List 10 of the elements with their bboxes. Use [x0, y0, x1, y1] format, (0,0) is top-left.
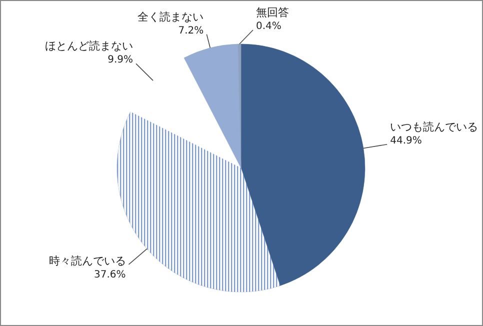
- slice-label: 全く読まない: [138, 10, 204, 24]
- slice-label: 時々読んでいる: [48, 254, 126, 268]
- data-label: 7.2%: [178, 25, 204, 36]
- data-label: 0.4%: [256, 21, 282, 32]
- slice-label: ほとんど読まない: [45, 40, 134, 53]
- slice-label: いつも読んでいる: [390, 120, 478, 134]
- data-label: 9.9%: [108, 54, 134, 66]
- data-label: 37.6%: [94, 269, 126, 280]
- slice-label: 無回答: [256, 6, 289, 20]
- data-label: 44.9%: [390, 135, 422, 146]
